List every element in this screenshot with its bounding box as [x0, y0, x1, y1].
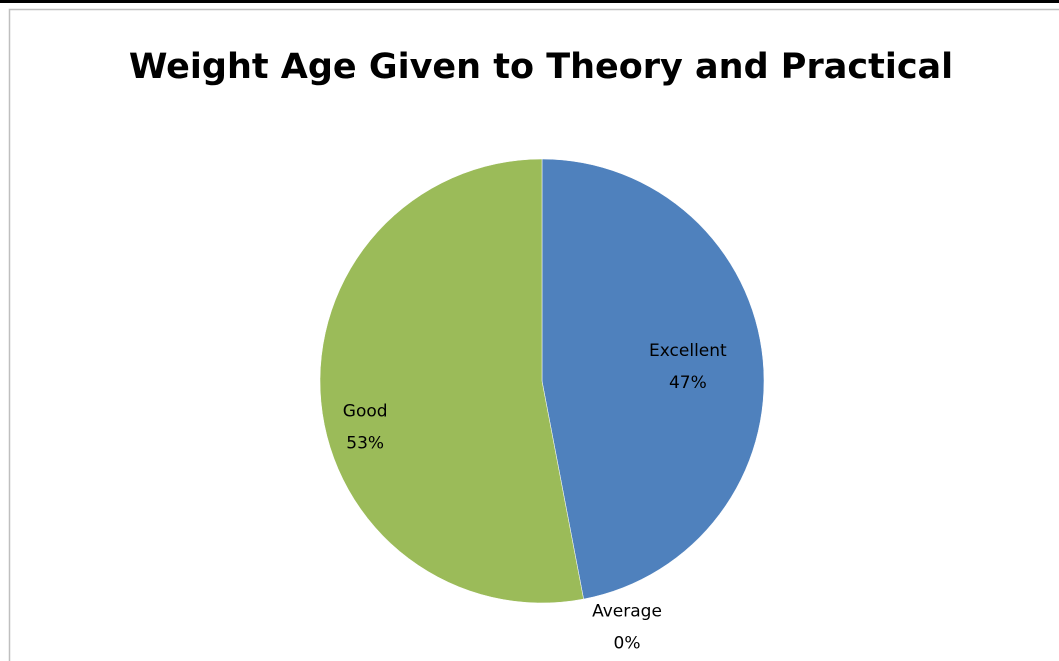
data-label-value: 47%: [669, 373, 707, 393]
chart-title: Weight Age Given to Theory and Practical: [129, 47, 953, 87]
data-label-value: 53%: [346, 434, 384, 454]
data-label-value: 0%: [614, 633, 641, 653]
data-label-name: Excellent: [649, 341, 727, 361]
data-label-name: Average: [592, 601, 662, 621]
chart-frame: [8, 8, 1059, 661]
data-label-name: Good: [343, 402, 388, 422]
pie-slice: [319, 158, 584, 604]
pie-slice: [541, 158, 765, 600]
